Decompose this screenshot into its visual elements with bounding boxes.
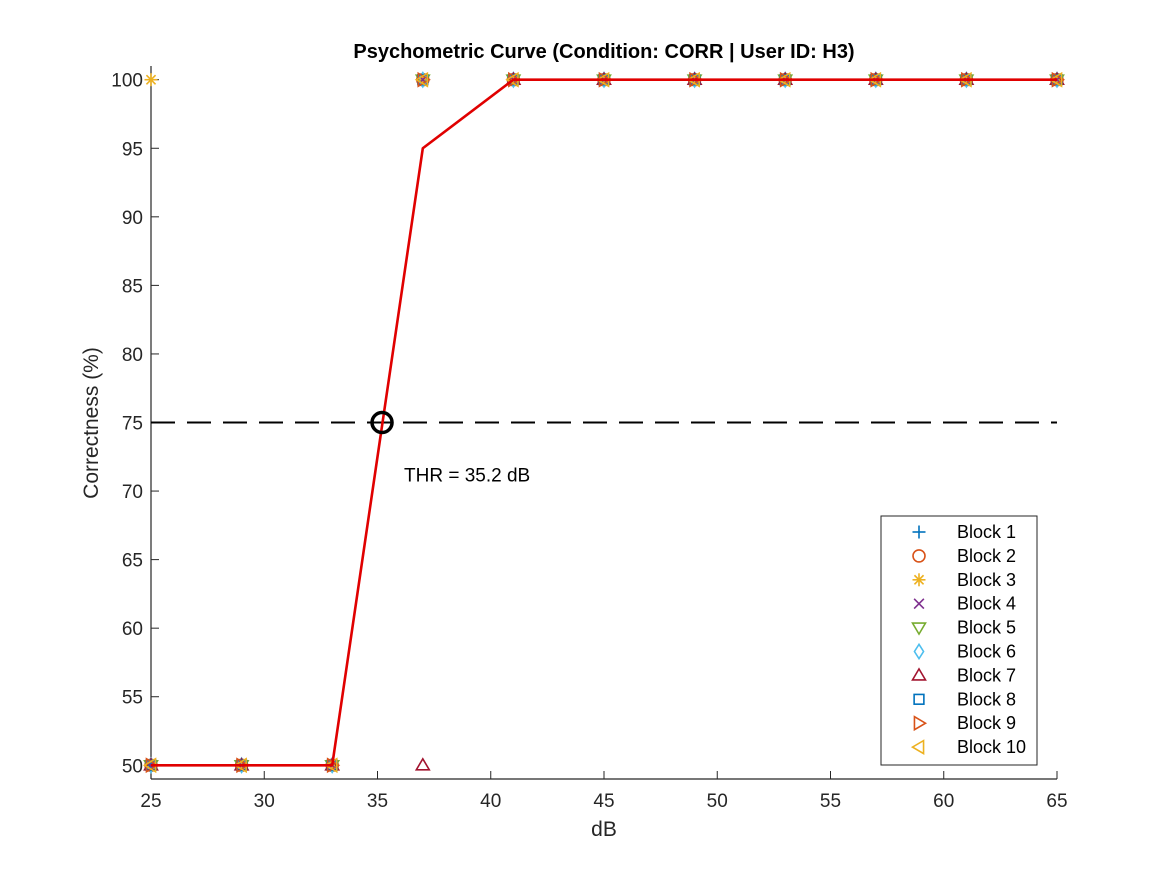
- y-tick-label: 95: [122, 139, 143, 160]
- y-tick-label: 55: [122, 688, 143, 709]
- chart-title: Psychometric Curve (Condition: CORR | Us…: [353, 41, 854, 63]
- x-tick-label: 45: [593, 791, 614, 812]
- x-tick-label: 30: [254, 791, 275, 812]
- legend-marker: [912, 573, 926, 587]
- y-tick-label: 65: [122, 551, 143, 572]
- legend-marker: [913, 715, 928, 732]
- threshold-label: THR = 35.2 dB: [404, 466, 530, 487]
- legend: Block 1 Block 2 Block 3 Block 4 Block 5 Block…: [880, 515, 1038, 766]
- data-point: [417, 71, 431, 88]
- y-tick-label: 50: [122, 756, 143, 777]
- legend-marker: [910, 739, 925, 755]
- legend-entry-label: Block 8: [957, 689, 1016, 709]
- x-tick-label: 40: [480, 791, 501, 812]
- y-tick-label: 75: [122, 414, 143, 435]
- y-axis-label: Correctness (%): [80, 347, 103, 499]
- legend-box: [880, 515, 1038, 766]
- legend-entry-label: Block 10: [957, 737, 1026, 757]
- data-point: [1048, 71, 1063, 88]
- x-tick-label: 60: [933, 791, 954, 812]
- legend-entry-label: Block 7: [957, 665, 1016, 685]
- y-tick-label: 100: [111, 71, 143, 92]
- legend-marker: [912, 549, 926, 563]
- data-point: [414, 757, 431, 771]
- x-axis-label: dB: [591, 818, 617, 841]
- legend-entry-label: Block 6: [957, 642, 1016, 662]
- legend-entry-label: Block 4: [957, 594, 1016, 614]
- legend-entry-label: Block 9: [957, 713, 1016, 733]
- data-point: [145, 757, 160, 774]
- x-tick-label: 55: [820, 791, 841, 812]
- legend-marker: [913, 598, 925, 610]
- data-point: [508, 71, 522, 88]
- threshold-marker: [370, 410, 394, 435]
- x-tick-label: 50: [707, 791, 728, 812]
- legend-marker: [913, 642, 925, 661]
- legend-entry-label: Block 2: [957, 546, 1016, 566]
- legend-entry-label: Block 1: [957, 522, 1016, 542]
- fit-curve-line: [151, 78, 1057, 767]
- plot-area: 25 30 35 40 45 50 55 60 65 50 55 60 65 70 75 80 85 90 95 10…: [111, 66, 1068, 812]
- legend-entry-label: Block 5: [957, 618, 1016, 638]
- x-tick-label: 35: [367, 791, 388, 812]
- data-point: [144, 73, 158, 87]
- legend-marker: [911, 622, 927, 636]
- legend-entry-label: Block 3: [957, 570, 1016, 590]
- legend-marker: [912, 525, 926, 539]
- y-tick-label: 60: [122, 619, 143, 640]
- x-tick-label: 25: [140, 791, 161, 812]
- y-tick-label: 90: [122, 208, 143, 229]
- legend-marker: [913, 693, 925, 705]
- data-point: [324, 757, 338, 774]
- data-point: [414, 71, 429, 88]
- x-tick-label: 65: [1046, 791, 1067, 812]
- y-tick-label: 70: [122, 482, 143, 503]
- y-tick-label: 80: [122, 345, 143, 366]
- legend-marker: [911, 667, 927, 681]
- y-tick-label: 85: [122, 276, 143, 297]
